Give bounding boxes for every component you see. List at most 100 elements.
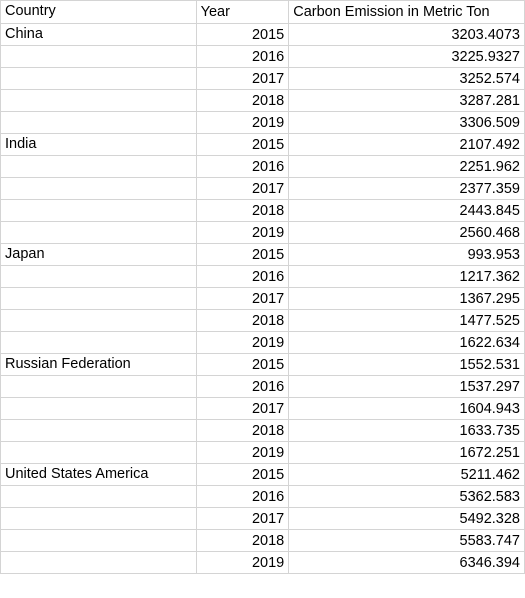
emission-cell[interactable]: 5583.747 (288, 529, 525, 552)
table-row: 2019 6346.394 (0, 551, 525, 574)
country-cell[interactable] (0, 89, 197, 112)
table-row: 2016 1537.297 (0, 375, 525, 398)
country-cell[interactable] (0, 441, 197, 464)
year-cell[interactable]: 2015 (195, 23, 290, 46)
table-row: China 2015 3203.4073 (0, 23, 525, 46)
table-row: India 2015 2107.492 (0, 133, 525, 156)
emission-cell[interactable]: 3252.574 (288, 67, 525, 90)
year-cell[interactable]: 2017 (195, 287, 290, 310)
country-cell[interactable] (0, 551, 197, 574)
year-cell[interactable]: 2017 (195, 507, 290, 530)
country-cell[interactable]: Russian Federation (0, 353, 197, 376)
year-cell[interactable]: 2018 (195, 529, 290, 552)
table-row: 2016 2251.962 (0, 155, 525, 178)
emission-cell[interactable]: 1537.297 (288, 375, 525, 398)
emission-cell[interactable]: 1367.295 (288, 287, 525, 310)
country-cell[interactable] (0, 221, 197, 244)
table-row: 2016 3225.9327 (0, 45, 525, 68)
country-cell[interactable]: China (0, 23, 197, 46)
emission-cell[interactable]: 993.953 (288, 243, 525, 266)
country-cell[interactable] (0, 485, 197, 508)
country-cell[interactable] (0, 265, 197, 288)
year-cell[interactable]: 2018 (195, 89, 290, 112)
country-cell[interactable] (0, 67, 197, 90)
emissions-table: Country Year Carbon Emission in Metric T… (0, 0, 525, 574)
header-country-cell[interactable]: Country (0, 0, 197, 24)
emission-cell[interactable]: 5492.328 (288, 507, 525, 530)
emission-cell[interactable]: 3203.4073 (288, 23, 525, 46)
header-year-cell[interactable]: Year (195, 0, 290, 24)
country-cell[interactable] (0, 419, 197, 442)
year-cell[interactable]: 2018 (195, 419, 290, 442)
year-cell[interactable]: 2018 (195, 199, 290, 222)
emission-cell[interactable]: 1672.251 (288, 441, 525, 464)
emission-cell[interactable]: 3287.281 (288, 89, 525, 112)
country-cell[interactable] (0, 529, 197, 552)
year-cell[interactable]: 2017 (195, 177, 290, 200)
year-cell[interactable]: 2018 (195, 309, 290, 332)
emission-cell[interactable]: 1552.531 (288, 353, 525, 376)
year-cell[interactable]: 2015 (195, 353, 290, 376)
emission-cell[interactable]: 1633.735 (288, 419, 525, 442)
header-row: Country Year Carbon Emission in Metric T… (0, 0, 525, 24)
table-row: 2018 5583.747 (0, 529, 525, 552)
table-row: 2017 2377.359 (0, 177, 525, 200)
year-cell[interactable]: 2019 (195, 551, 290, 574)
table-row: United States America 2015 5211.462 (0, 463, 525, 486)
country-cell[interactable] (0, 111, 197, 134)
table-row: 2017 1367.295 (0, 287, 525, 310)
year-cell[interactable]: 2016 (195, 155, 290, 178)
table-row: 2019 1672.251 (0, 441, 525, 464)
emission-cell[interactable]: 6346.394 (288, 551, 525, 574)
emission-cell[interactable]: 5211.462 (288, 463, 525, 486)
emission-cell[interactable]: 3306.509 (288, 111, 525, 134)
table-row: 2017 5492.328 (0, 507, 525, 530)
table-row: Japan 2015 993.953 (0, 243, 525, 266)
table-row: 2017 3252.574 (0, 67, 525, 90)
year-cell[interactable]: 2015 (195, 463, 290, 486)
year-cell[interactable]: 2019 (195, 111, 290, 134)
country-cell[interactable] (0, 199, 197, 222)
table-row: 2019 1622.634 (0, 331, 525, 354)
year-cell[interactable]: 2017 (195, 67, 290, 90)
year-cell[interactable]: 2015 (195, 133, 290, 156)
country-cell[interactable] (0, 309, 197, 332)
emission-cell[interactable]: 3225.9327 (288, 45, 525, 68)
emission-cell[interactable]: 5362.583 (288, 485, 525, 508)
emission-cell[interactable]: 1622.634 (288, 331, 525, 354)
country-cell[interactable]: India (0, 133, 197, 156)
table-row: 2018 1477.525 (0, 309, 525, 332)
year-cell[interactable]: 2019 (195, 441, 290, 464)
emission-cell[interactable]: 2377.359 (288, 177, 525, 200)
country-cell[interactable] (0, 177, 197, 200)
country-cell[interactable] (0, 287, 197, 310)
country-cell[interactable]: Japan (0, 243, 197, 266)
emission-cell[interactable]: 2107.492 (288, 133, 525, 156)
year-cell[interactable]: 2017 (195, 397, 290, 420)
emission-cell[interactable]: 2443.845 (288, 199, 525, 222)
country-cell[interactable] (0, 375, 197, 398)
header-emission-cell[interactable]: Carbon Emission in Metric Ton (288, 0, 525, 24)
country-cell[interactable] (0, 507, 197, 530)
country-cell[interactable] (0, 331, 197, 354)
year-cell[interactable]: 2019 (195, 331, 290, 354)
year-cell[interactable]: 2019 (195, 221, 290, 244)
emission-cell[interactable]: 2560.468 (288, 221, 525, 244)
table-row: 2018 3287.281 (0, 89, 525, 112)
country-cell[interactable] (0, 155, 197, 178)
table-row: Russian Federation 2015 1552.531 (0, 353, 525, 376)
emission-cell[interactable]: 1217.362 (288, 265, 525, 288)
emission-cell[interactable]: 2251.962 (288, 155, 525, 178)
year-cell[interactable]: 2016 (195, 45, 290, 68)
country-cell[interactable]: United States America (0, 463, 197, 486)
country-cell[interactable] (0, 397, 197, 420)
year-cell[interactable]: 2016 (195, 375, 290, 398)
table-row: 2017 1604.943 (0, 397, 525, 420)
country-cell[interactable] (0, 45, 197, 68)
year-cell[interactable]: 2015 (195, 243, 290, 266)
year-cell[interactable]: 2016 (195, 265, 290, 288)
emission-cell[interactable]: 1477.525 (288, 309, 525, 332)
emission-cell[interactable]: 1604.943 (288, 397, 525, 420)
year-cell[interactable]: 2016 (195, 485, 290, 508)
table-row: 2018 2443.845 (0, 199, 525, 222)
